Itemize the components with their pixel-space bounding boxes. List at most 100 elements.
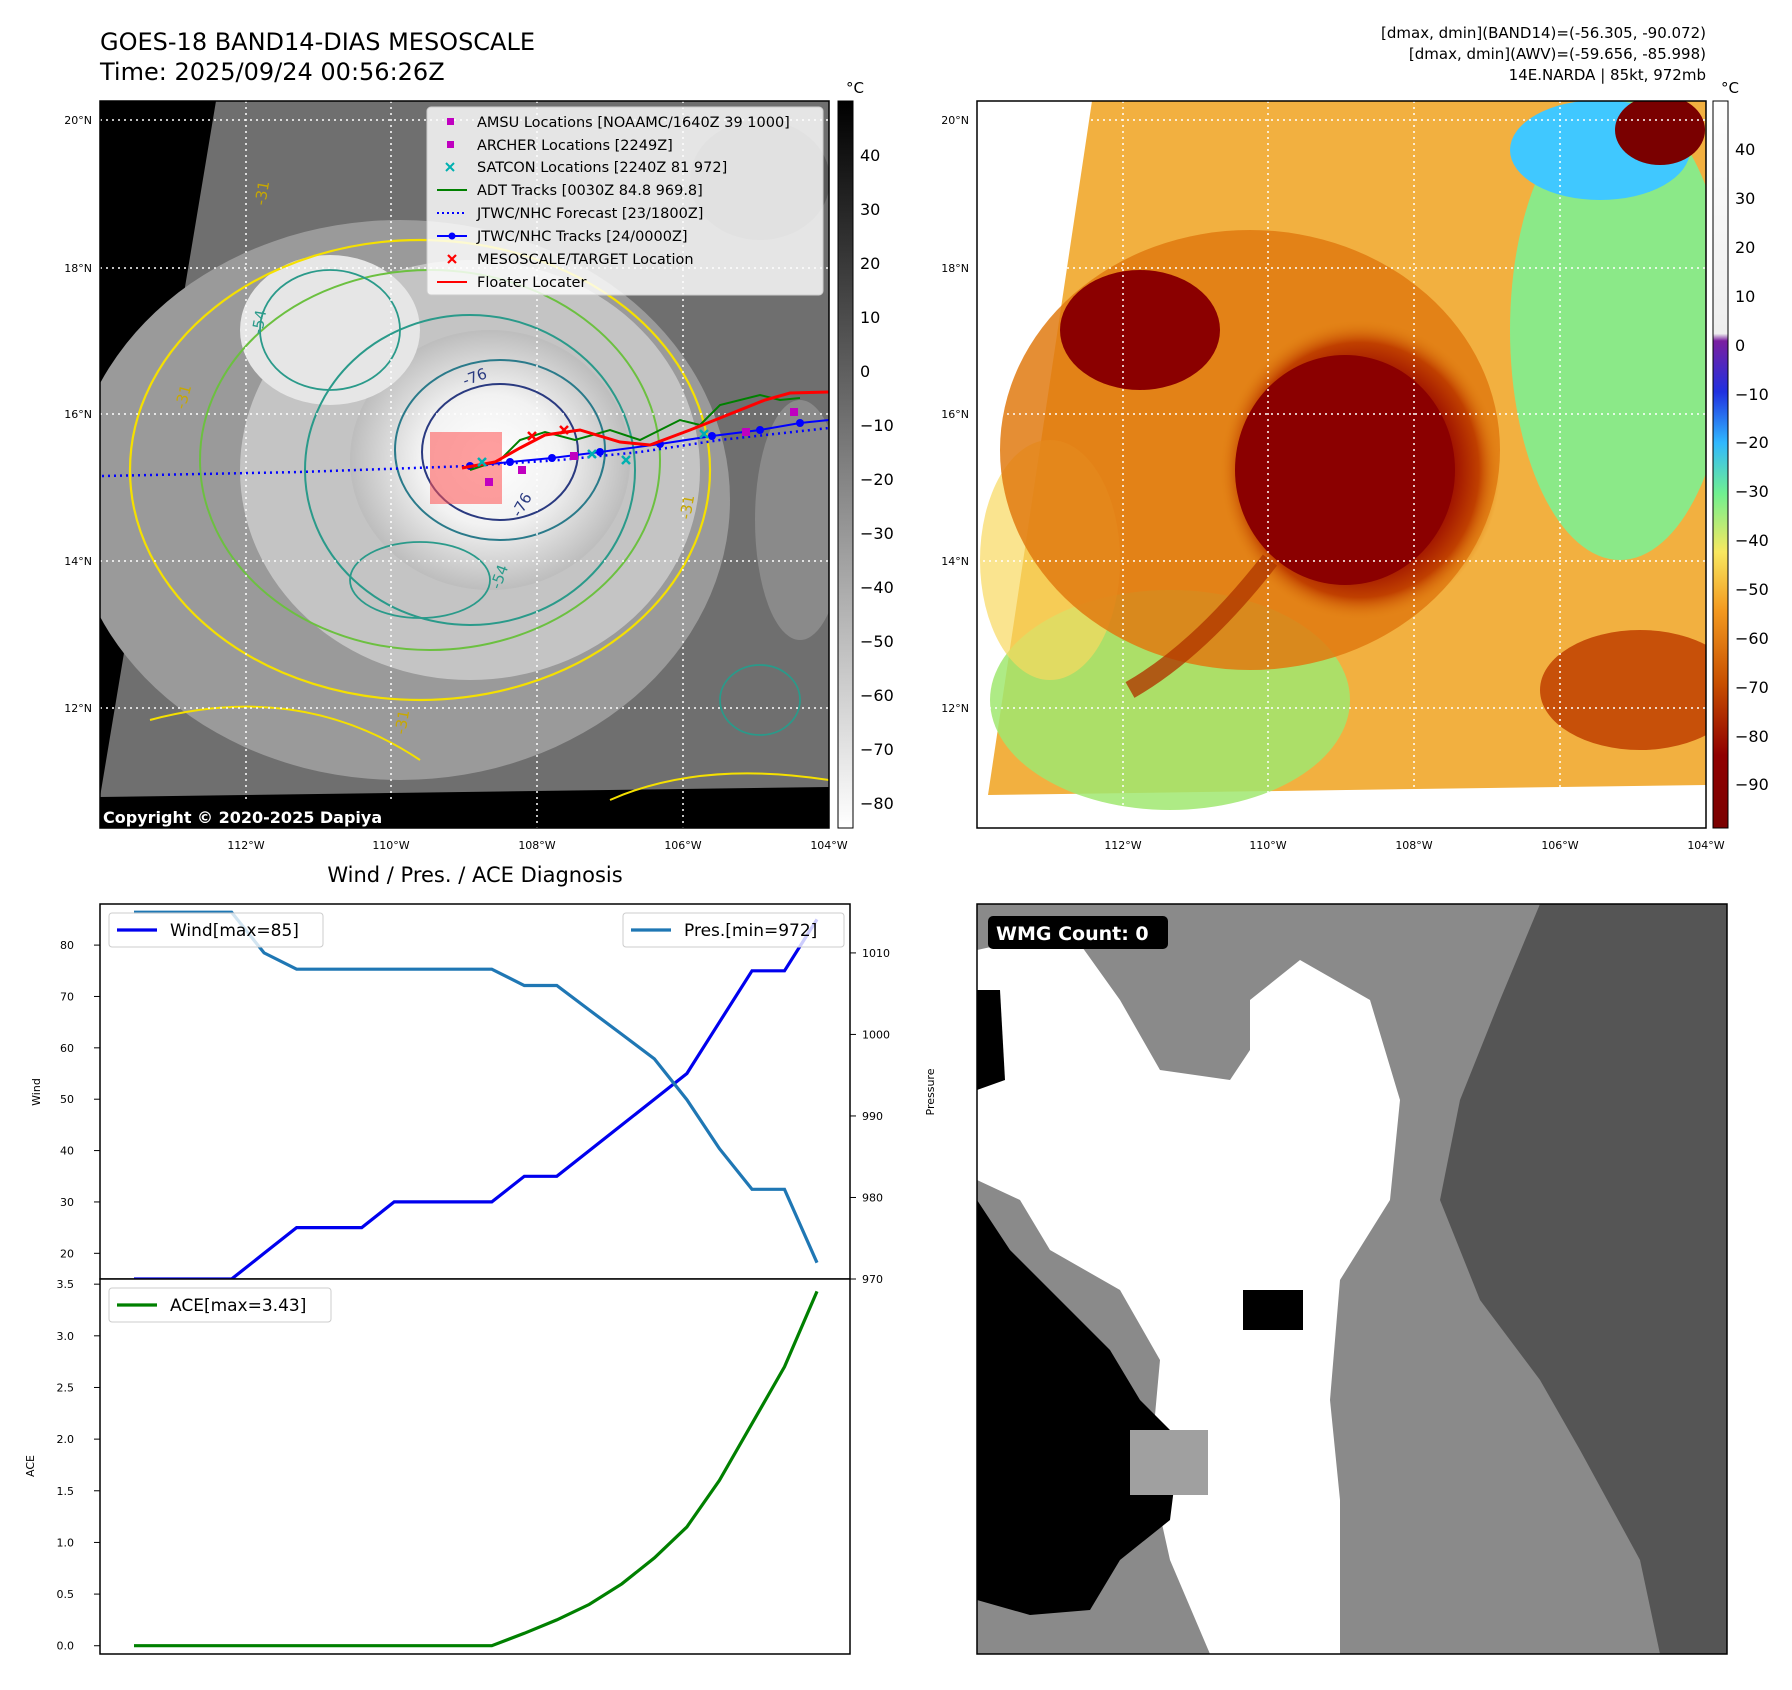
dmax-band14: [dmax, dmin](BAND14)=(-56.305, -90.072) (1381, 24, 1706, 42)
svg-text:104°W: 104°W (1687, 839, 1724, 852)
svg-text:SATCON Locations [2240Z 81 972: SATCON Locations [2240Z 81 972] (477, 160, 727, 176)
legend-item-jtwc-tracks: JTWC/NHC Tracks [24/0000Z] (437, 229, 688, 245)
wind-axis-label: Wind (30, 1078, 43, 1106)
colorbar-wv-tick: −10 (1735, 385, 1769, 404)
svg-text:108°W: 108°W (1395, 839, 1432, 852)
wind-series-line (134, 918, 819, 1281)
map-legend: AMSU Locations [NOAAMC/1640Z 39 1000] AR… (426, 106, 824, 296)
colorbar-gray-tick: −80 (860, 794, 894, 813)
wmg-black-region (977, 1200, 1180, 1615)
ace-legend: ACE[max=3.43] (108, 1287, 332, 1323)
y-tick-label: 50 (60, 1093, 74, 1106)
svg-text:110°W: 110°W (372, 839, 409, 852)
legend-item-target: MESOSCALE/TARGET Location (447, 252, 694, 268)
wmg-count-label: WMG Count: 0 (996, 923, 1149, 945)
ir-lat-labels: 20°N 18°N 16°N 14°N 12°N (64, 114, 92, 715)
satcon-markers (477, 429, 709, 467)
colorbar-gray-tick: −10 (860, 416, 894, 435)
colorbar-gray: °C 40 30 20 10 0 −10 −20 −30 −40 −50 −60… (837, 79, 894, 829)
colorbar-gray-tick: −50 (860, 632, 894, 651)
svg-text:MESOSCALE/TARGET Location: MESOSCALE/TARGET Location (477, 252, 694, 268)
ace-chart: ACE 0.0 0.5 1.0 1.5 2.0 2.5 3.0 3.5 ACE[max=3.4… (24, 1278, 851, 1655)
svg-text:110°W: 110°W (1249, 839, 1286, 852)
colorbar-wv-tick: 10 (1735, 287, 1755, 306)
colorbar-wv-tick: −60 (1735, 629, 1769, 648)
colorbar-wv-tick: −20 (1735, 433, 1769, 452)
colorbar-wv-tick: −90 (1735, 775, 1769, 794)
svg-text:16°N: 16°N (941, 408, 969, 421)
contour-label: -31 (676, 493, 698, 520)
wmg-gray-spot (1130, 1430, 1208, 1495)
svg-text:14°N: 14°N (64, 555, 92, 568)
svg-text:18°N: 18°N (64, 262, 92, 275)
ace-axis-label: ACE (24, 1455, 37, 1477)
storm-info: 14E.NARDA | 85kt, 972mb (1509, 66, 1706, 84)
svg-text:JTWC/NHC Forecast [23/1800Z]: JTWC/NHC Forecast [23/1800Z] (476, 206, 703, 222)
contour-label: -31 (251, 179, 273, 206)
legend-item-amsu: AMSU Locations [NOAAMC/1640Z 39 1000] (447, 115, 790, 131)
diagnosis-title: Wind / Pres. / ACE Diagnosis (327, 863, 622, 887)
svg-text:ARCHER Locations [2249Z]: ARCHER Locations [2249Z] (477, 138, 673, 154)
wmg-panel: WMG Count: 0 (976, 903, 1728, 1655)
y-tick-label: 60 (60, 1042, 74, 1055)
pressure-legend-label: Pres.[min=972] (684, 921, 817, 941)
colorbar-gray-tick: −70 (860, 740, 894, 759)
svg-text:112°W: 112°W (227, 839, 264, 852)
colorbar-gray-unit: °C (846, 79, 864, 97)
dmax-awv: [dmax, dmin](AWV)=(-59.656, -85.998) (1409, 45, 1706, 63)
target-markers (527, 425, 569, 441)
wmg-black-spot (1243, 1290, 1303, 1330)
y-tick-label: 980 (862, 1191, 883, 1204)
pressure-axis-label: Pressure (924, 1068, 937, 1115)
jtwc-forecast-track (101, 426, 829, 478)
colorbar-wv-tick: −70 (1735, 678, 1769, 697)
wind-pressure-chart: Wind Pressure 20 30 40 50 60 70 80 1010 1000 990… (30, 903, 937, 1286)
copyright-notice: Copyright © 2020-2025 Dapiya (103, 808, 382, 827)
y-tick-label: 1.0 (57, 1536, 75, 1549)
y-tick-label: 0.5 (57, 1588, 75, 1601)
y-tick-label: 3.5 (57, 1278, 75, 1291)
colorbar-wv-tick: 30 (1735, 189, 1755, 208)
wmg-count-badge (988, 916, 1168, 949)
colorbar-wv-tick: −80 (1735, 727, 1769, 746)
legend-item-floater: Floater Locater (437, 275, 586, 291)
svg-text:112°W: 112°W (1104, 839, 1141, 852)
y-tick-label: 990 (862, 1110, 883, 1123)
pressure-ticks: 1010 1000 990 980 970 (850, 947, 890, 1286)
wind-legend: Wind[max=85] (108, 912, 324, 948)
adt-track (469, 393, 801, 471)
y-tick-label: 30 (60, 1196, 74, 1209)
colorbar-gray-tick: 30 (860, 200, 880, 219)
svg-text:12°N: 12°N (64, 702, 92, 715)
colorbar-wv-tick: −40 (1735, 531, 1769, 550)
y-tick-label: 1000 (862, 1028, 890, 1041)
wind-ticks: 20 30 40 50 60 70 80 (60, 939, 100, 1260)
colorbar-gray-tick: −40 (860, 578, 894, 597)
legend-item-archer: ARCHER Locations [2249Z] (447, 138, 673, 154)
wv-gridlines (977, 101, 1706, 828)
svg-text:16°N: 16°N (64, 408, 92, 421)
colorbar-wv-tick: −30 (1735, 482, 1769, 501)
colorbar-gray-tick: −60 (860, 686, 894, 705)
wmg-white-region (977, 930, 1400, 1654)
legend-item-adt: ADT Tracks [0030Z 84.8 969.8] (437, 183, 703, 199)
colorbar-wv-unit: °C (1721, 79, 1739, 97)
colorbar-gray-tick: −20 (860, 470, 894, 489)
wmg-black-left (977, 990, 1005, 1090)
y-tick-label: 2.5 (57, 1381, 75, 1394)
wind-legend-label: Wind[max=85] (170, 921, 299, 941)
figure-time: Time: 2025/09/24 00:56:26Z (99, 58, 445, 86)
figure-title: GOES-18 BAND14-DIAS MESOSCALE (100, 28, 535, 56)
svg-text:106°W: 106°W (664, 839, 701, 852)
colorbar-wv-tick: 0 (1735, 336, 1745, 355)
amsu-markers (485, 408, 798, 486)
ir-lon-labels: 112°W 110°W 108°W 106°W 104°W (227, 839, 847, 852)
y-tick-label: 1.5 (57, 1485, 75, 1498)
wmg-dark-region (1440, 904, 1727, 1654)
svg-text:JTWC/NHC Tracks [24/0000Z]: JTWC/NHC Tracks [24/0000Z] (476, 229, 688, 245)
wv-lon-labels: 112°W 110°W 108°W 106°W 104°W (1104, 839, 1724, 852)
ace-series-line (134, 1290, 819, 1648)
svg-text:AMSU Locations [NOAAMC/1640Z 3: AMSU Locations [NOAAMC/1640Z 39 1000] (477, 115, 790, 131)
svg-text:14°N: 14°N (941, 555, 969, 568)
legend-item-satcon: SATCON Locations [2240Z 81 972] (445, 160, 727, 176)
